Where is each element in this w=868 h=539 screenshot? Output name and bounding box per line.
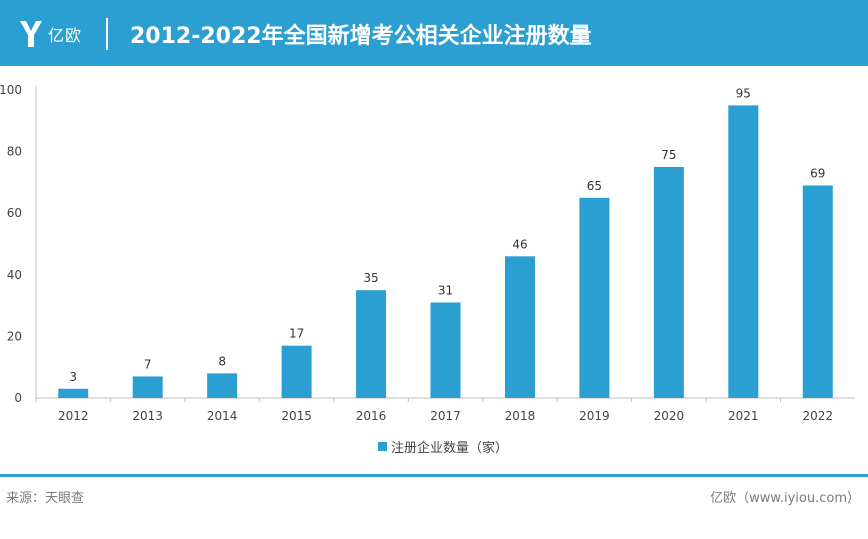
x-tick-label: 2015 — [281, 409, 312, 423]
bar — [504, 256, 535, 398]
data-label: 69 — [810, 166, 825, 180]
legend-label: 注册企业数量（家） — [391, 441, 509, 456]
x-tick-label: 2021 — [728, 409, 759, 423]
bar — [653, 167, 684, 398]
bar — [356, 290, 387, 398]
x-tick-label: 2017 — [430, 409, 461, 423]
bar-chart: 0 20 40 60 80 100 3 2012 7 2013 8 2014 17 2015 35 2016 3… — [0, 83, 855, 423]
x-tick-label: 2020 — [654, 409, 685, 423]
bar — [430, 302, 461, 398]
bar — [281, 345, 312, 398]
data-label: 46 — [512, 237, 527, 251]
brand-logo[interactable]: 亿欧 — [18, 14, 108, 54]
bar — [579, 197, 610, 398]
bar — [802, 185, 833, 398]
x-tick-label: 2014 — [207, 409, 238, 423]
data-label: 3 — [69, 370, 77, 384]
chart-area: 0 20 40 60 80 100 3 2012 7 2013 8 2014 17 2015 35 2016 3… — [0, 66, 868, 466]
bar — [58, 388, 89, 398]
data-label: 8 — [218, 354, 226, 368]
y-tick-label: 0 — [14, 391, 22, 405]
data-label: 7 — [144, 357, 152, 371]
footer-divider — [0, 474, 868, 477]
y-tick-label: 40 — [7, 268, 22, 282]
y-tick-label: 60 — [7, 206, 22, 220]
legend: 注册企业数量（家） — [378, 437, 508, 456]
bar — [132, 376, 163, 398]
header-divider — [106, 18, 108, 50]
header-banner: 亿欧 2012-2022年全国新增考公相关企业注册数量 — [0, 0, 868, 66]
x-tick-label: 2016 — [356, 409, 387, 423]
credit-note[interactable]: 亿欧（www.iyiou.com） — [710, 491, 860, 506]
bar — [207, 373, 238, 398]
x-tick-label: 2018 — [505, 409, 536, 423]
data-label: 35 — [363, 271, 378, 285]
data-label: 65 — [587, 179, 602, 193]
data-label: 95 — [736, 86, 751, 100]
y-tick-label: 80 — [7, 145, 22, 159]
x-tick-label: 2019 — [579, 409, 610, 423]
y-tick-label: 20 — [7, 329, 22, 343]
data-label: 31 — [438, 284, 453, 298]
x-tick-label: 2012 — [58, 409, 89, 423]
y-logo-icon — [20, 21, 42, 47]
x-tick-label: 2022 — [802, 409, 833, 423]
logo-text: 亿欧 — [48, 26, 83, 45]
y-tick-label: 100 — [0, 83, 22, 97]
source-note: 来源：天眼查 — [6, 491, 85, 506]
data-label: 17 — [289, 327, 304, 341]
legend-swatch — [378, 442, 387, 451]
chart-title: 2012-2022年全国新增考公相关企业注册数量 — [130, 24, 592, 49]
data-label: 75 — [661, 148, 676, 162]
x-tick-label: 2013 — [132, 409, 163, 423]
bar — [728, 105, 759, 399]
